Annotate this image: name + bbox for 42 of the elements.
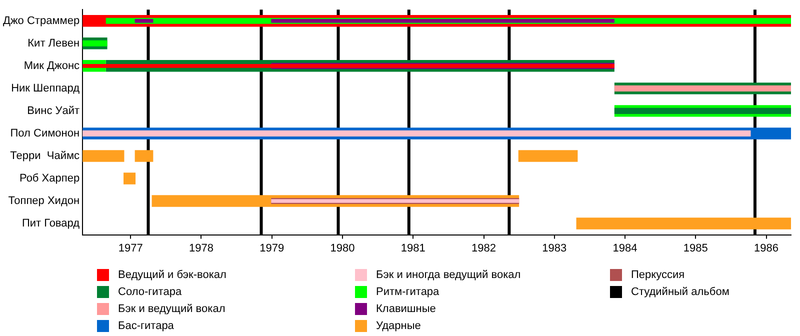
bar: [614, 108, 791, 114]
y-tick-label: Мик Джонс: [24, 60, 80, 72]
x-tick-label: 1977: [118, 242, 143, 254]
y-tick-label: Кит Левен: [28, 37, 80, 50]
bar: [271, 18, 614, 23]
legend-label: Перкуссия: [631, 268, 685, 280]
bar: [614, 85, 791, 92]
bar: [82, 130, 751, 136]
bar: [134, 18, 154, 23]
x-tick-label: 1980: [330, 242, 355, 254]
x-tick-label: 1978: [188, 242, 214, 254]
y-tick-label: Джо Страммер: [2, 14, 80, 27]
legend-label: Ритм-гитара: [376, 286, 440, 298]
bar: [518, 150, 578, 162]
y-tick-label: Пит Говард: [22, 218, 80, 230]
x-tick-label: 1984: [612, 242, 638, 254]
bar: [82, 150, 124, 162]
x-tick-label: 1986: [754, 242, 779, 254]
x-tick-label: 1983: [542, 242, 567, 254]
x-tick-label: 1979: [260, 242, 284, 254]
y-tick-label: Пол Симонон: [10, 127, 80, 140]
y-tick-label: Топпер Хидон: [8, 195, 80, 208]
y-tick-label: Ник Шеппард: [11, 82, 80, 94]
legend-label: Соло-гитара: [118, 286, 182, 298]
x-tick-label: 1985: [683, 242, 708, 254]
bar: [82, 40, 108, 46]
legend-label: Бас-гитара: [118, 320, 174, 332]
y-tick-label: Винс Уайт: [27, 104, 80, 117]
legend-label: Бэк и ведущий вокал: [118, 302, 226, 314]
legend-label: Клавишные: [376, 302, 436, 314]
legend-label: Ударные: [376, 320, 421, 332]
y-tick-label: Терри Чаймс: [10, 150, 80, 162]
x-tick-label: 1982: [472, 242, 496, 254]
legend-label: Студийный альбом: [631, 286, 730, 298]
x-tick-label: 1981: [400, 242, 426, 254]
bar: [134, 150, 154, 162]
bar: [124, 172, 136, 184]
legend-label: Ведущий и бэк-вокал: [118, 268, 226, 280]
bar: [576, 218, 791, 230]
legend-label: Бэк и иногда ведущий вокал: [376, 268, 521, 280]
y-tick-label: Роб Харпер: [19, 172, 80, 185]
bar: [82, 64, 614, 68]
